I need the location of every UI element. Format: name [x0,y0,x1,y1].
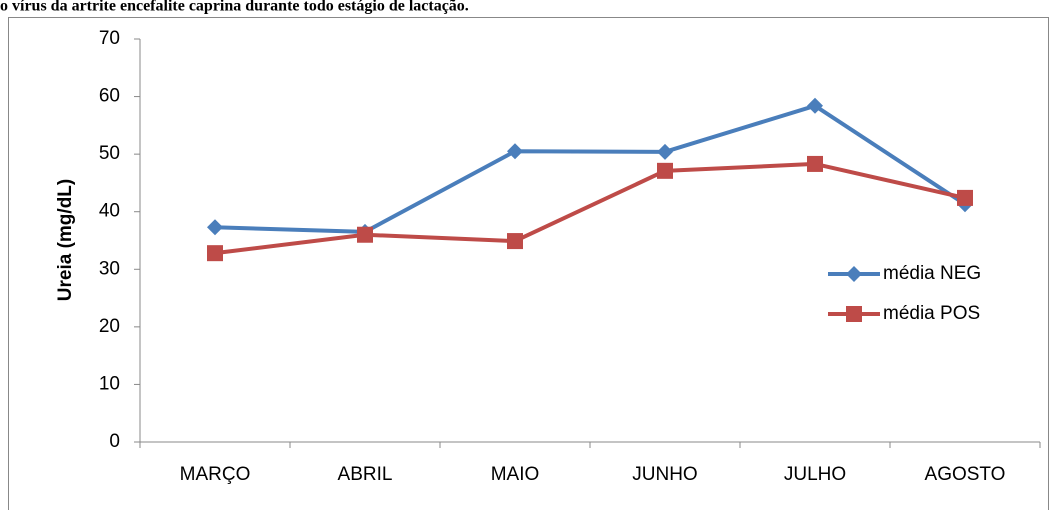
x-tick-label: AGOSTO [925,464,1006,485]
point [507,143,523,160]
point [657,162,673,179]
y-tick-label: 50 [99,143,120,164]
point [507,233,523,250]
x-tick-label: JULHO [784,464,846,485]
y-tick-label: 10 [99,373,120,394]
y-tick-label: 20 [99,316,120,337]
point [207,219,223,236]
point [357,226,373,243]
line [214,161,966,256]
x-tick-label: MAIO [491,464,540,485]
legend-label: média NEG [883,263,981,284]
y-axis-label: Ureia (mg/dL) [55,179,76,301]
point [657,143,673,160]
y-tick-label: 40 [99,201,120,222]
y-tick-label: 70 [99,28,120,49]
point [957,189,973,206]
y-tick-label: 30 [99,258,120,279]
y-tick-label: 0 [109,431,120,452]
x-tick-label: MARÇO [180,464,251,485]
x-tick-label: JUNHO [632,464,697,485]
legend-marker [846,266,862,282]
y-tick-label: 60 [99,86,120,107]
point [807,97,823,114]
legend-label: média POS [883,303,980,324]
point [807,155,823,172]
legend-marker [846,306,862,322]
x-tick-label: ABRIL [338,464,393,485]
point [207,245,223,262]
chart-title: o vírus da artrite encefalite caprina du… [0,0,469,15]
line [214,103,967,234]
chart-frame [8,17,1049,510]
